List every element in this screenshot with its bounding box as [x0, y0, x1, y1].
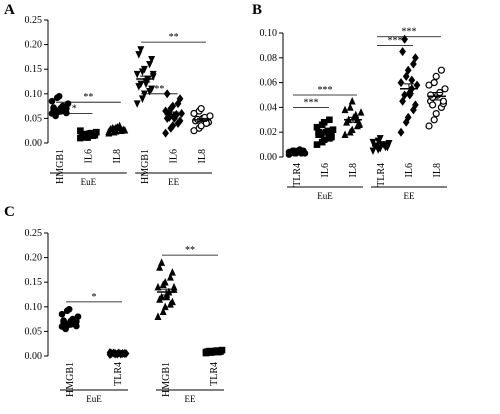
x-tick-label: IL6 [404, 163, 415, 177]
data-point [207, 113, 213, 119]
data-point [155, 313, 161, 320]
data-point [63, 326, 69, 332]
y-tick-label: 0.15 [25, 64, 43, 75]
group-label: EE [404, 191, 415, 201]
data-point [75, 314, 81, 320]
x-tick-label: TLR4 [209, 362, 220, 386]
panel-label: A [4, 2, 15, 18]
data-point [198, 106, 204, 112]
panel-label: C [4, 204, 15, 220]
y-tick-label: 0.06 [260, 78, 278, 89]
significance-label: * [72, 103, 77, 114]
x-tick-label: HMGB1 [65, 362, 76, 397]
data-point [65, 101, 71, 107]
significance-label: ** [154, 84, 164, 95]
y-tick-label: 0.08 [260, 53, 278, 64]
data-point [155, 284, 161, 291]
data-point [163, 129, 169, 137]
data-point [179, 109, 185, 117]
data-point [409, 76, 415, 84]
y-tick-label: 0.10 [25, 302, 43, 313]
data-point [400, 48, 406, 56]
y-tick-label: 0.00 [260, 152, 278, 163]
data-point [430, 102, 436, 108]
y-tick-label: 0.25 [25, 228, 43, 239]
data-point [159, 259, 165, 266]
error-bar [83, 134, 93, 135]
data-point [342, 106, 348, 113]
x-tick-label: IL8 [348, 163, 359, 177]
significance-label: ** [83, 92, 93, 103]
x-tick-label: HMGB1 [161, 362, 172, 397]
group-label: EuE [86, 394, 102, 404]
significance-label: *** [304, 97, 319, 108]
data-point [330, 127, 336, 133]
x-tick-label: IL6 [83, 149, 94, 163]
x-tick-label: IL6 [320, 163, 331, 177]
y-tick-label: 0.00 [25, 351, 43, 362]
error-bar [292, 152, 302, 153]
significance-label: ** [169, 32, 179, 43]
data-point [59, 311, 65, 317]
y-tick-label: 0.00 [25, 138, 43, 149]
x-tick-label: TLR4 [292, 163, 303, 187]
data-point [169, 269, 175, 276]
group-label: EuE [317, 191, 333, 201]
x-tick-label: TLR4 [376, 163, 387, 187]
y-tick-label: 0.05 [25, 326, 43, 337]
data-point [49, 98, 55, 104]
y-tick-label: 0.10 [25, 89, 43, 100]
group-label: EuE [81, 177, 97, 187]
data-point [134, 71, 140, 78]
y-tick-label: 0.25 [25, 15, 43, 26]
data-point [433, 111, 439, 117]
data-point [358, 109, 364, 116]
data-point [171, 284, 177, 291]
data-point [349, 98, 355, 105]
data-point [431, 80, 437, 86]
data-point [398, 79, 404, 87]
data-point [316, 129, 322, 135]
significance-label: ** [185, 245, 195, 256]
data-point [342, 131, 348, 138]
significance-label: *** [402, 27, 417, 38]
data-point [442, 86, 448, 92]
data-point [66, 306, 72, 312]
panel-label: B [252, 2, 262, 18]
data-point [326, 117, 332, 123]
x-tick-label: HMGB1 [140, 149, 151, 184]
significance-label: *** [318, 85, 333, 96]
data-point [414, 81, 420, 89]
y-tick-label: 0.10 [260, 28, 278, 39]
x-tick-label: IL8 [197, 149, 208, 163]
data-point [134, 101, 140, 108]
x-tick-label: HMGB1 [55, 149, 66, 184]
data-point [438, 67, 444, 73]
y-tick-label: 0.15 [25, 277, 43, 288]
data-point [347, 104, 353, 111]
y-tick-label: 0.20 [25, 253, 43, 264]
data-point [398, 128, 404, 136]
data-point [440, 98, 446, 104]
data-point [433, 73, 439, 79]
y-tick-label: 0.20 [25, 40, 43, 51]
y-tick-label: 0.04 [260, 102, 278, 113]
data-point [431, 117, 437, 123]
data-point [426, 123, 432, 129]
data-point [56, 93, 62, 99]
error-bar [112, 129, 122, 130]
y-tick-label: 0.02 [260, 127, 278, 138]
significance-label: * [92, 292, 97, 303]
group-label: EE [185, 394, 196, 404]
y-tick-label: 0.05 [25, 113, 43, 124]
x-tick-label: TLR4 [113, 362, 124, 386]
x-tick-label: IL8 [432, 163, 443, 177]
data-point [162, 303, 168, 310]
x-tick-label: IL8 [112, 149, 123, 163]
x-tick-label: IL6 [169, 149, 180, 163]
group-label: EE [168, 177, 179, 187]
